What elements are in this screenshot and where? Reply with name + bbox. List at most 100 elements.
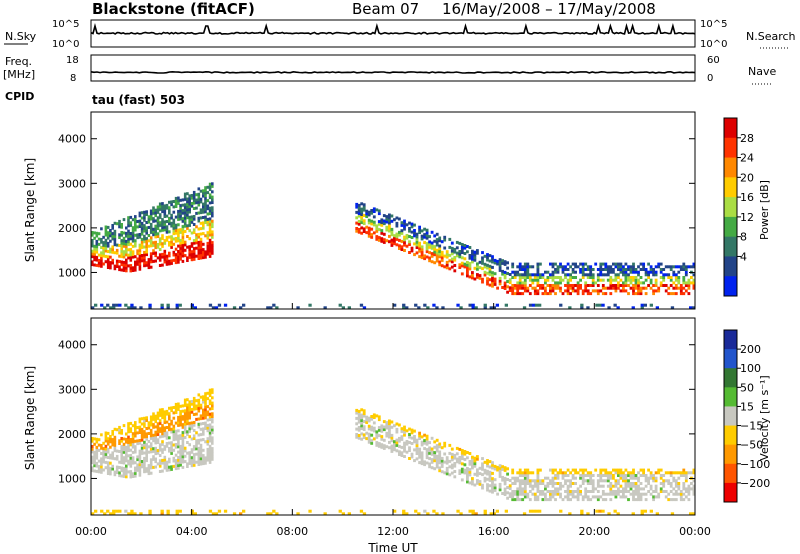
velocity-echo-cell [539,468,542,472]
power-echo-cell [488,272,492,276]
velocity-echo-cell [471,482,474,486]
power-echo-cell [632,284,635,287]
power-echo-cell [206,247,210,251]
power-echo-cell [190,250,194,254]
power-echo-cell [642,262,645,266]
power-echo-cell [91,241,94,245]
velocity-echo-cell [106,472,110,475]
power-echo-cell [199,237,203,241]
nsky-top: 10^5 [52,19,79,30]
velocity-echo-cell [122,445,126,449]
velocity-echo-cell [408,427,411,431]
power-echo-cell [481,267,484,271]
power-echo-cell [127,240,130,244]
velocity-echo-cell [156,411,160,415]
power-echo-cell [179,241,182,245]
power-echo-cell [622,270,625,274]
power-echo-cell [156,235,160,238]
power-echo-cell [195,211,198,215]
power-echo-cell [122,266,126,270]
power-echo-cell [554,268,557,271]
power-echo-cell [134,239,137,243]
power-echo-cell [125,245,128,249]
power-echo-cell [158,258,162,262]
power-echo-cell [483,265,487,269]
velocity-echo-cell [104,434,108,438]
velocity-echo-cell [460,470,464,474]
power-echo-cell [115,259,119,263]
power-echo-cell [186,224,189,228]
power-echo-cell [476,265,479,269]
x-tick-label: 00:00 [679,525,711,538]
power-echo-cell [581,273,585,277]
velocity-echo-cell [586,479,590,483]
velocity-echo-cell [188,424,191,428]
velocity-echo-cell [195,431,198,435]
power-echo-cell [511,289,515,293]
power-echo-cell [360,202,364,206]
power-echo-cell [486,253,489,257]
velocity-echo-cell [604,492,608,496]
power-echo-cell [460,248,464,252]
power-echo-cell [102,251,105,255]
power-echo-cell [197,248,201,252]
power-echo-cell [528,303,533,307]
power-echo-cell [488,264,492,268]
power-echo-cell [619,284,623,287]
velocity-echo-cell [367,416,371,420]
colorbar-tick-label: −50 [740,439,763,452]
velocity-echo-cell [172,416,176,420]
velocity-echo-cell [471,458,474,462]
velocity-echo-cell [539,479,542,483]
velocity-echo-cell [400,445,404,449]
velocity-echo-cell [174,464,178,468]
velocity-echo-cell [362,414,366,418]
velocity-echo-cell [664,471,668,475]
velocity-echo-cell [654,479,658,483]
velocity-echo-cell [403,444,406,448]
power-echo-cell [418,225,421,229]
velocity-echo-cell [192,434,196,438]
velocity-echo-cell [418,453,421,457]
velocity-echo-cell [521,498,525,502]
power-echo-cell [471,252,474,256]
power-echo-cell [152,206,155,210]
velocity-echo-cell [664,479,668,483]
power-echo-cell [197,227,201,231]
power-echo-cell [208,212,212,216]
y-tick-label: 4000 [58,133,86,146]
power-echo-cell [594,289,598,293]
velocity-echo-cell [624,474,628,477]
power-echo-cell [375,235,379,239]
power-echo-cell [115,248,119,252]
power-echo-cell [190,244,194,248]
velocity-echo-cell [204,427,207,430]
power-echo-cell [544,281,547,285]
power-echo-cell [186,208,189,212]
power-echo-cell [408,235,411,238]
power-echo-cell [476,249,479,253]
velocity-echo-cell [513,498,517,502]
velocity-echo-cell [415,438,419,442]
velocity-echo-cell [193,512,197,516]
power-echo-cell [208,209,212,213]
power-echo-cell [541,292,545,296]
power-echo-cell [172,218,176,222]
power-echo-cell [143,253,146,257]
velocity-echo-cell [140,433,144,437]
power-echo-cell [546,292,550,296]
velocity-echo-cell [559,484,562,488]
velocity-echo-cell [498,466,502,470]
velocity-echo-cell [113,470,117,474]
velocity-echo-cell [129,427,133,431]
velocity-echo-cell [377,444,381,448]
velocity-echo-cell [190,456,194,460]
power-echo-cell [690,281,693,285]
velocity-echo-cell [275,512,279,516]
velocity-echo-cell [428,446,431,450]
power-echo-cell [120,268,123,272]
velocity-echo-cell [662,490,666,493]
power-echo-cell [508,289,512,292]
velocity-echo-cell [204,397,207,401]
power-echo-cell [104,254,108,258]
